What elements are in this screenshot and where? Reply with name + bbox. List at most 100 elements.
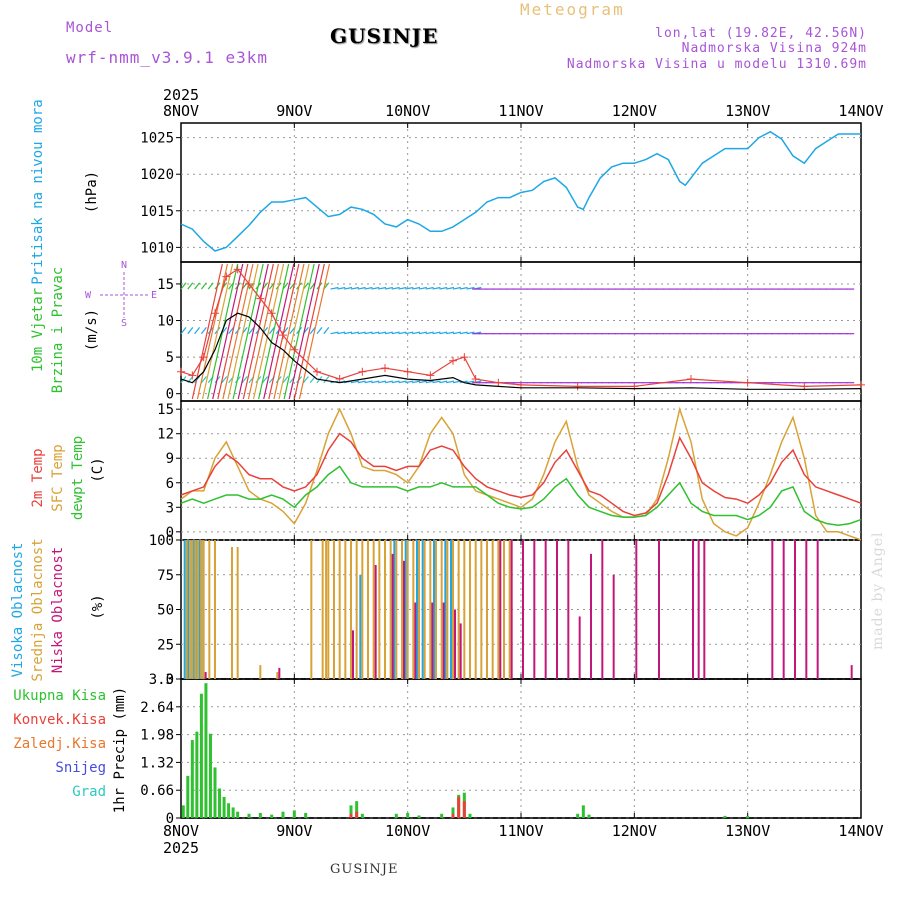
wind-arrow: [187, 327, 194, 335]
wind-arrow: [323, 376, 330, 384]
wind-arrow: [357, 286, 366, 290]
wind-arrow: [425, 286, 434, 290]
ylabel-cloud-low: Niska Oblacnost: [50, 547, 66, 673]
wind-arrow: [228, 327, 235, 335]
wind-arrow: [187, 282, 194, 290]
wind-arrow-diagonal: [201, 263, 234, 400]
precip-bar-0: [227, 803, 231, 818]
panel-frame-temperature: [180, 400, 862, 541]
wind-gust-marker: [449, 356, 457, 365]
precip-bar-0: [199, 693, 203, 818]
wind-gust-marker: [471, 375, 480, 384]
y-tick-label: 1.98: [140, 728, 174, 744]
compass-west: W: [85, 290, 92, 301]
precip-bar-0: [394, 813, 398, 818]
x-day-label-bottom: 10NOV: [385, 822, 430, 840]
wind-gust-marker: [358, 367, 367, 376]
wind-arrow-diagonal: [217, 263, 249, 400]
wind-arrow: [432, 286, 441, 290]
wind-arrow: [452, 286, 461, 290]
wind-arrow: [452, 331, 461, 335]
y-tick-label: 0.66: [140, 783, 174, 799]
wind-gust-marker: [573, 382, 582, 391]
wind-arrow: [350, 286, 359, 290]
precip-bar-0: [304, 812, 308, 818]
y-tick-label: 0: [166, 387, 174, 403]
wind-gust-marker: [211, 309, 219, 318]
wind-arrow: [412, 286, 421, 290]
precip-bar-1: [462, 801, 466, 818]
wind-arrow: [384, 286, 393, 290]
precip-bar-0: [270, 814, 274, 818]
x-day-label-top: 10NOV: [385, 102, 430, 120]
wind-gust-marker: [335, 375, 344, 384]
wind-arrow: [200, 327, 207, 335]
x-day-label-bottom: 14NOV: [838, 822, 883, 840]
wind-arrow-diagonal: [242, 263, 274, 400]
wind-gust-marker: [460, 353, 469, 362]
wind-arrow-diagonal: [278, 263, 310, 400]
wind-arrow: [432, 380, 441, 384]
location-title: GUSINJE: [330, 24, 439, 48]
precip-bar-0: [218, 788, 222, 818]
wind-arrow: [180, 282, 187, 290]
wind-gust-marker: [857, 380, 865, 389]
wind-arrow: [357, 331, 366, 335]
ylabel-temp-sfc: SFC Temp: [50, 444, 66, 511]
x-day-label-bottom: 8NOV: [163, 822, 199, 840]
y-tick-label: 1025: [140, 131, 174, 147]
wind-arrow-diagonal: [258, 263, 290, 400]
precip-bar-0: [451, 807, 455, 818]
wind-arrow: [302, 376, 309, 384]
precip-bar-0: [406, 812, 410, 818]
wind-gust-marker: [267, 309, 276, 318]
precip-bar-0: [440, 813, 444, 818]
y-tick-label: 1020: [140, 167, 174, 183]
model-name: wrf-nmm_v3.9.1 e3km: [66, 48, 269, 67]
wind-arrow: [330, 331, 339, 335]
wind-arrow: [180, 327, 187, 335]
ylabel-wind-2: Brzina i Pravac: [50, 267, 66, 393]
precip-bar-0: [258, 812, 262, 818]
wind-arrow: [418, 286, 427, 290]
wind-arrow: [398, 331, 407, 335]
wind-gust-marker: [381, 364, 389, 373]
wind-arrow: [446, 380, 455, 384]
precip-legend-3: Snijeg: [55, 760, 106, 776]
wind-arrow: [412, 380, 421, 384]
precip-bar-0: [195, 731, 199, 818]
wind-arrow: [432, 331, 441, 335]
compass-north: N: [121, 260, 127, 271]
wind-arrow: [344, 286, 353, 290]
wind-arrow: [425, 380, 434, 384]
wind-arrow: [418, 380, 427, 384]
wind-arrow: [459, 286, 468, 290]
wind-arrow: [391, 286, 400, 290]
y-tick-label: 3.3: [149, 672, 174, 688]
wind-arrow: [405, 286, 414, 290]
wind-arrow: [282, 376, 289, 384]
y-tick-label: 0: [166, 672, 174, 688]
wind-arrow: [439, 331, 448, 335]
wind-gust-marker: [290, 345, 299, 354]
x-day-label-top: 8NOV: [163, 102, 199, 120]
wind-gust-marker: [233, 265, 242, 274]
wind-arrow: [466, 380, 475, 384]
y-tick-label: 15: [157, 402, 174, 418]
wind-arrow-diagonal: [212, 263, 244, 400]
wind-arrow: [371, 286, 380, 290]
precip-bar-1: [349, 813, 353, 818]
wind-arrow: [268, 327, 275, 335]
model-label: Model: [66, 20, 114, 36]
ylabel-cloud-high: Visoka Oblacnost: [10, 543, 26, 678]
compass-south: S: [121, 318, 127, 329]
wind-arrow: [391, 331, 400, 335]
wind-arrow: [337, 286, 346, 290]
precip-bar-0: [247, 813, 251, 818]
wind-arrow: [337, 331, 346, 335]
wind-arrow: [446, 331, 455, 335]
y-tick-label: 12: [157, 427, 174, 443]
wind-arrow-diagonal: [283, 263, 315, 400]
wind-gust-marker: [177, 367, 185, 376]
precip-bar-0: [292, 810, 296, 818]
